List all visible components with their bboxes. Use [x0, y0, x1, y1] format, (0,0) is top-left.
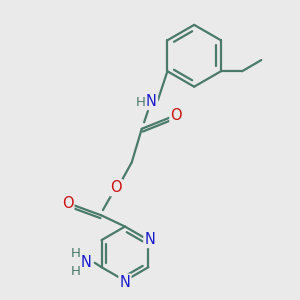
Text: H: H	[71, 265, 80, 278]
Text: N: N	[119, 275, 130, 290]
Text: O: O	[62, 196, 74, 211]
Text: N: N	[80, 255, 91, 270]
Text: N: N	[146, 94, 157, 109]
Text: H: H	[71, 247, 80, 260]
Text: H: H	[136, 96, 146, 110]
Text: O: O	[170, 108, 182, 123]
Text: O: O	[110, 180, 122, 195]
Text: N: N	[145, 232, 155, 247]
